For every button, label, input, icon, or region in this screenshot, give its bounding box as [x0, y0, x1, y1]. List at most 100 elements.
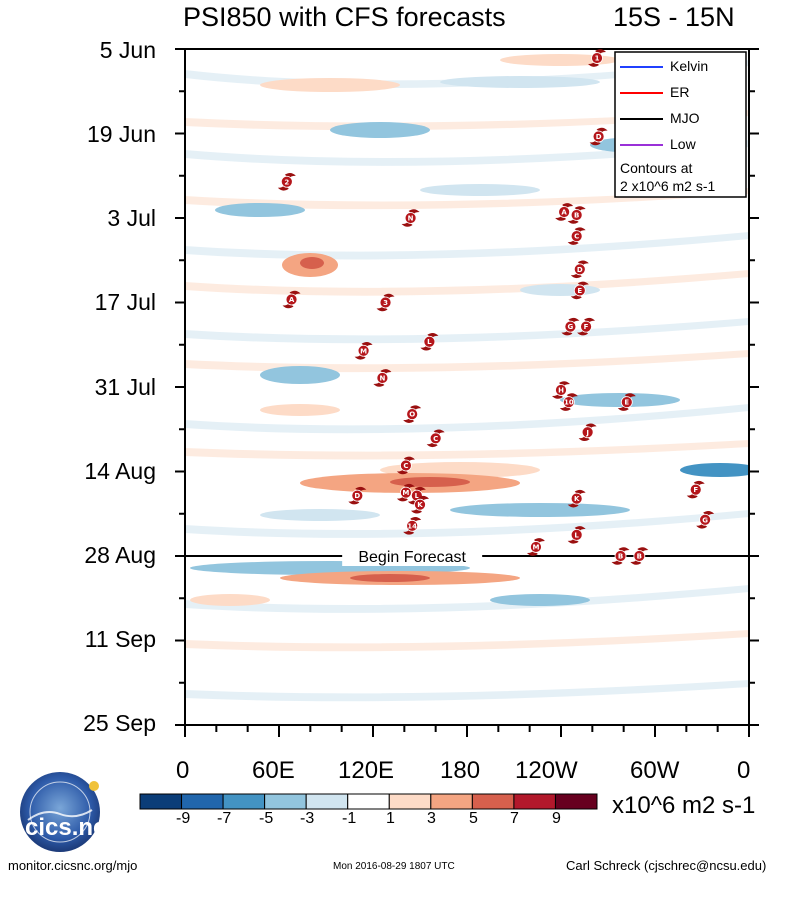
y-tick-label: 28 Aug [84, 542, 156, 568]
legend-label-kelvin: Kelvin [670, 58, 709, 74]
colorbar-label: -1 [342, 810, 357, 827]
storm-marker: 3 [376, 293, 395, 312]
anomaly-field [185, 54, 749, 702]
storm-marker: A [282, 290, 301, 309]
storm-marker: 1 [588, 49, 607, 67]
storm-marker: F [686, 480, 705, 499]
x-tick-label: 180 [440, 757, 481, 784]
storm-marker: N [373, 369, 392, 387]
svg-text:F: F [693, 486, 698, 494]
storm-marker: B [630, 547, 649, 565]
cicsnc-logo [20, 772, 100, 852]
svg-text:K: K [417, 501, 423, 509]
svg-text:C: C [574, 233, 579, 241]
colorbar-label: 5 [469, 810, 478, 827]
svg-text:E: E [577, 287, 582, 295]
storm-marker: F [577, 317, 596, 336]
svg-text:1: 1 [595, 55, 600, 63]
storm-marker: N [401, 209, 420, 227]
footer-timestamp: Mon 2016-08-29 1807 UTC [333, 861, 455, 872]
storm-marker: 10 [559, 393, 578, 411]
legend-label-low: Low [670, 136, 696, 152]
svg-text:G: G [702, 516, 708, 524]
svg-text:M: M [402, 489, 409, 497]
svg-text:M: M [532, 543, 539, 551]
svg-text:H: H [558, 387, 564, 395]
x-tick-label: 60E [252, 757, 295, 784]
storm-marker: G [561, 317, 580, 336]
legend-note-line1: Contours at [620, 160, 693, 176]
logo-text: cics.nc [25, 814, 107, 841]
svg-text:D: D [354, 492, 360, 500]
storm-marker: B [611, 547, 630, 565]
forecast-label-bg [342, 546, 483, 566]
storm-marker: M [354, 342, 373, 360]
svg-text:G: G [568, 323, 574, 331]
colorbar-label: -7 [217, 810, 232, 827]
x-tick-label: 60W [630, 757, 680, 784]
svg-text:N: N [379, 374, 385, 382]
svg-text:A: A [289, 296, 295, 304]
footer-author: Carl Schreck (cjschrec@ncsu.edu) [566, 858, 767, 873]
svg-text:F: F [584, 323, 589, 331]
storm-marker: L [420, 332, 439, 351]
y-tick-label: 19 Jun [86, 121, 156, 147]
x-tick-label: 120E [338, 757, 395, 784]
svg-text:2: 2 [284, 178, 289, 186]
x-tick-label: 0 [737, 757, 751, 784]
y-tick-label: 14 Aug [84, 458, 156, 484]
y-tick-label: 3 Jul [107, 205, 156, 231]
storm-marker: H [552, 381, 570, 399]
svg-text:L: L [415, 492, 420, 500]
svg-text:C: C [433, 435, 438, 443]
storm-marker: K [567, 489, 586, 508]
forecast-marker: Begin Forecast [185, 546, 749, 566]
svg-text:14: 14 [407, 522, 417, 530]
storm-marker: J [578, 423, 597, 442]
svg-text:J: J [585, 429, 589, 437]
chart-subtitle: 15S - 15N [613, 2, 735, 32]
svg-text:D: D [596, 133, 602, 141]
x-tick-label: 120W [515, 757, 578, 784]
storm-marker: E [570, 281, 589, 300]
svg-text:3: 3 [383, 299, 388, 307]
storm-marker: C [567, 227, 586, 245]
colorbar-label: 7 [510, 810, 519, 827]
storm-marker: C [426, 429, 445, 448]
svg-text:K: K [574, 495, 580, 503]
svg-text:O: O [409, 411, 415, 419]
footer-url[interactable]: monitor.cicsnc.org/mjo [8, 858, 138, 873]
storm-marker: M [526, 538, 545, 556]
y-tick-label: 17 Jul [94, 289, 156, 315]
storm-marker: 2 [277, 173, 296, 191]
forecast-label: Begin Forecast [358, 549, 466, 566]
axis-ticks [175, 48, 759, 737]
x-tick-label: 0 [176, 757, 190, 784]
y-tick-label: 25 Sep [83, 710, 156, 736]
storm-marker: D [570, 260, 589, 279]
y-tick-label: 5 Jun [99, 37, 156, 63]
svg-text:N: N [408, 215, 414, 223]
storm-marker: D [589, 127, 608, 146]
storm-marker: B [567, 206, 586, 224]
colorbar-label: -9 [176, 810, 191, 827]
storm-marker: M [396, 483, 415, 502]
storm-marker: 14 [403, 517, 422, 535]
chart-title: PSI850 with CFS forecasts [183, 2, 506, 32]
legend-label-mjo: MJO [670, 110, 700, 126]
storm-marker: L [567, 526, 586, 544]
svg-text:B: B [618, 553, 623, 561]
legend-label-er: ER [670, 84, 690, 100]
colorbar-label: 3 [427, 810, 436, 827]
colorbar-label: -5 [259, 810, 274, 827]
storm-marker: D [348, 486, 367, 505]
svg-text:E: E [624, 399, 629, 407]
storm-marker: C [396, 456, 415, 475]
svg-text:C: C [403, 462, 408, 470]
colorbar-label: 1 [386, 810, 395, 827]
storm-marker: A [555, 203, 574, 221]
y-tick-label: 31 Jul [94, 374, 156, 400]
svg-text:A: A [561, 208, 567, 216]
storm-marker: E [617, 393, 636, 411]
